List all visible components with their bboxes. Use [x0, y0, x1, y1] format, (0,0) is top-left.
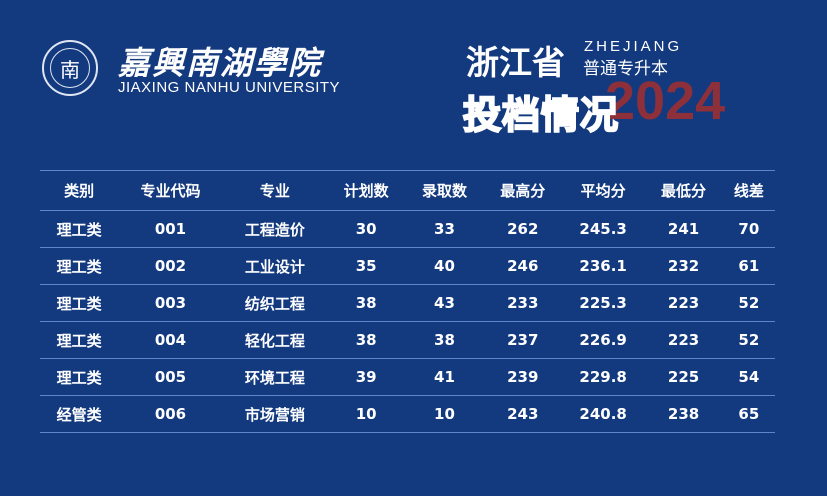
table-cell: 243 — [483, 395, 562, 433]
column-header: 最低分 — [644, 170, 723, 211]
table-cell: 理工类 — [40, 247, 119, 285]
table-cell: 理工类 — [40, 321, 119, 359]
table-cell: 236.1 — [561, 247, 645, 285]
exam-type: 普通专升本 — [583, 59, 668, 79]
table-cell: 239 — [483, 358, 562, 396]
table-cell: 39 — [327, 358, 406, 396]
table-cell: 001 — [118, 210, 223, 248]
table-cell: 004 — [118, 321, 223, 359]
table-cell: 10 — [327, 395, 406, 433]
table-cell: 市场营销 — [222, 395, 328, 433]
table-cell: 226.9 — [561, 321, 645, 359]
table-cell: 262 — [483, 210, 562, 248]
table-header: 类别 专业代码 专业 计划数 录取数 最高分 平均分 最低分 线差 — [40, 170, 775, 211]
table-cell: 223 — [644, 284, 723, 322]
university-emblem: 南 — [42, 40, 98, 96]
table-cell: 经管类 — [40, 395, 119, 433]
table-cell: 241 — [644, 210, 723, 248]
table-cell: 225 — [644, 358, 723, 396]
table-cell: 223 — [644, 321, 723, 359]
table-cell: 225.3 — [561, 284, 645, 322]
column-header: 类别 — [40, 170, 119, 211]
table-cell: 43 — [405, 284, 484, 322]
table-cell: 理工类 — [40, 358, 119, 396]
university-name-cn: 嘉興南湖學院 — [118, 44, 323, 82]
heading: 投档情况 — [462, 92, 620, 138]
column-header: 录取数 — [405, 170, 484, 211]
column-header: 专业代码 — [118, 170, 223, 211]
table-cell: 54 — [722, 358, 775, 396]
column-header: 专业 — [222, 170, 328, 211]
table-row: 理工类 002 工业设计 35 40 246 236.1 232 61 — [40, 247, 775, 285]
table-cell: 33 — [405, 210, 484, 248]
table-cell: 纺织工程 — [222, 284, 328, 322]
table-cell: 38 — [405, 321, 484, 359]
table-cell: 38 — [327, 321, 406, 359]
admission-table: 类别 专业代码 专业 计划数 录取数 最高分 平均分 最低分 线差 理工类 001 工程造价 30 33… — [40, 170, 775, 433]
table-row: 理工类 001 工程造价 30 33 262 245.3 241 70 — [40, 210, 775, 248]
table-cell: 246 — [483, 247, 562, 285]
table-cell: 轻化工程 — [222, 321, 328, 359]
table-cell: 40 — [405, 247, 484, 285]
column-header: 最高分 — [483, 170, 562, 211]
table-row: 经管类 006 市场营销 10 10 243 240.8 238 65 — [40, 395, 775, 433]
table-cell: 10 — [405, 395, 484, 433]
column-header: 平均分 — [561, 170, 645, 211]
table-cell: 70 — [722, 210, 775, 248]
table-cell: 理工类 — [40, 210, 119, 248]
emblem-icon: 南 — [50, 48, 90, 88]
table-cell: 38 — [327, 284, 406, 322]
table-cell: 002 — [118, 247, 223, 285]
table-cell: 65 — [722, 395, 775, 433]
table-cell: 233 — [483, 284, 562, 322]
table-cell: 环境工程 — [222, 358, 328, 396]
province-title: 浙江省 — [466, 43, 565, 82]
table-cell: 61 — [722, 247, 775, 285]
table-cell: 240.8 — [561, 395, 645, 433]
table-cell: 35 — [327, 247, 406, 285]
table-cell: 238 — [644, 395, 723, 433]
column-header: 计划数 — [327, 170, 406, 211]
table-cell: 工业设计 — [222, 247, 328, 285]
table-row: 理工类 004 轻化工程 38 38 237 226.9 223 52 — [40, 321, 775, 359]
table-cell: 41 — [405, 358, 484, 396]
year: 2024 — [605, 71, 726, 131]
table-cell: 30 — [327, 210, 406, 248]
column-header: 线差 — [722, 170, 775, 211]
table-cell: 工程造价 — [222, 210, 328, 248]
table-cell: 237 — [483, 321, 562, 359]
table-cell: 006 — [118, 395, 223, 433]
table-cell: 003 — [118, 284, 223, 322]
table-cell: 232 — [644, 247, 723, 285]
university-name-en: JIAXING NANHU UNIVERSITY — [118, 79, 341, 96]
table-cell: 52 — [722, 284, 775, 322]
table-cell: 52 — [722, 321, 775, 359]
table-cell: 005 — [118, 358, 223, 396]
table-row: 理工类 003 纺织工程 38 43 233 225.3 223 52 — [40, 284, 775, 322]
table-cell: 理工类 — [40, 284, 119, 322]
table-row: 理工类 005 环境工程 39 41 239 229.8 225 54 — [40, 358, 775, 396]
table-cell: 229.8 — [561, 358, 645, 396]
table-cell: 245.3 — [561, 210, 645, 248]
province-pinyin: ZHEJIANG — [584, 38, 683, 55]
